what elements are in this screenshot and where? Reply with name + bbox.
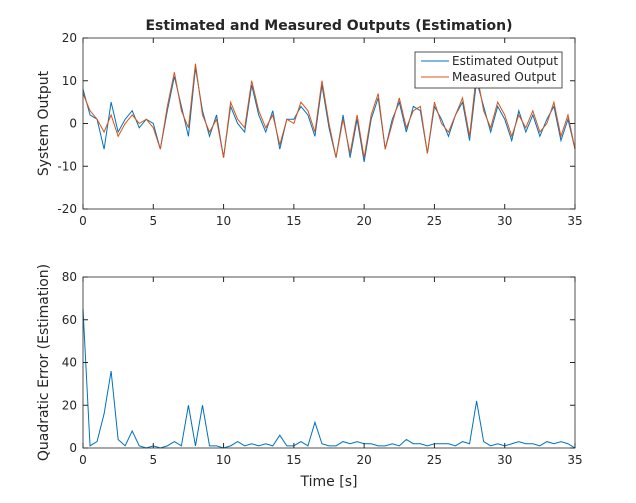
- x-tick-label: 30: [497, 214, 512, 228]
- y-axis-label: Quadratic Error (Estimation): [36, 264, 52, 461]
- x-tick-label: 10: [216, 453, 231, 467]
- data-line: [82, 309, 576, 449]
- x-tick-label: 10: [216, 214, 231, 228]
- y-tick-label: -10: [57, 159, 77, 173]
- x-tick-label: 25: [427, 214, 442, 228]
- legend-box: [414, 51, 563, 89]
- x-tick-label: 20: [357, 453, 372, 467]
- x-tick-label: 35: [567, 214, 582, 228]
- x-tick-label: 0: [79, 453, 87, 467]
- x-tick-label: 5: [149, 453, 157, 467]
- y-tick-label: 60: [62, 313, 77, 327]
- legend-label: Measured Output: [452, 70, 556, 84]
- x-tick-label: 15: [286, 214, 301, 228]
- y-tick-label: 40: [62, 356, 77, 370]
- y-tick-label: -20: [57, 202, 77, 216]
- y-tick-label: 0: [69, 441, 77, 455]
- y-tick-label: 80: [62, 270, 77, 284]
- axes-background: [83, 277, 575, 448]
- x-axis-label: Time [s]: [300, 474, 358, 490]
- x-tick-label: 5: [149, 214, 157, 228]
- x-tick-label: 25: [427, 453, 442, 467]
- y-axis-label: System Output: [36, 70, 52, 176]
- y-tick-label: 10: [62, 74, 77, 88]
- y-tick-label: 0: [69, 117, 77, 131]
- chart-title: Estimated and Measured Outputs (Estimati…: [145, 18, 512, 34]
- x-tick-label: 30: [497, 453, 512, 467]
- y-tick-label: 20: [62, 398, 77, 412]
- y-tick-label: 20: [62, 31, 77, 45]
- x-tick-label: 0: [79, 214, 87, 228]
- x-tick-label: 35: [567, 453, 582, 467]
- x-tick-label: 20: [357, 214, 372, 228]
- legend-label: Estimated Output: [452, 54, 558, 68]
- data-line: [82, 63, 576, 158]
- x-tick-label: 15: [286, 453, 301, 467]
